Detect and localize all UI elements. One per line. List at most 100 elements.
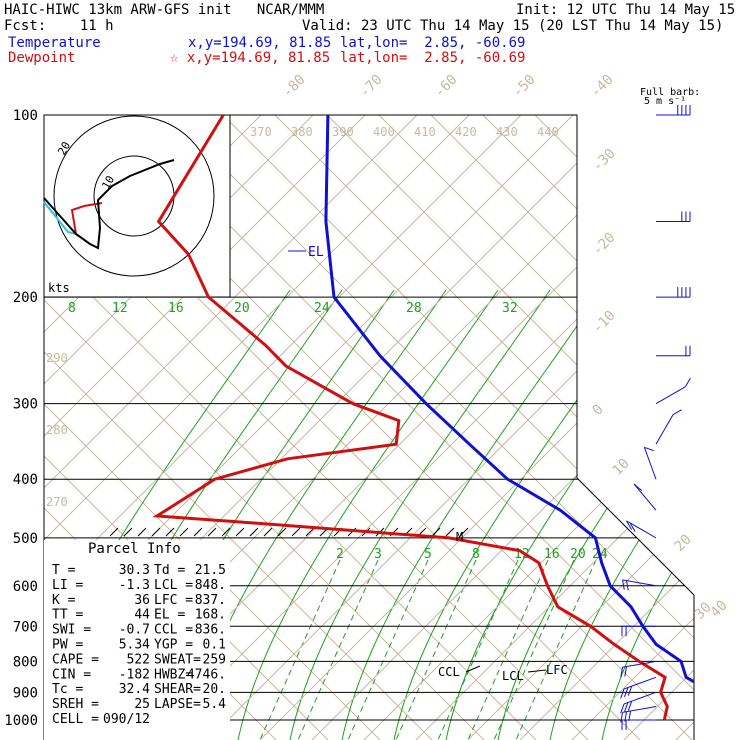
parcel-row-key: CIN = (52, 667, 91, 682)
dewpoint-xy: ☆ x,y=194.69, 81.85 (170, 50, 331, 66)
hatch-mark (207, 527, 217, 537)
dry-adiabat-line (623, 115, 694, 740)
temperature-latlon: lat,lon= 2.85, -60.69 (340, 35, 526, 51)
parcel-info-box (44, 540, 230, 740)
temperature-tick-label: -30 (590, 146, 619, 175)
isotherm-line (44, 115, 537, 740)
temperature-xy: x,y=194.69, 81.85 (188, 35, 332, 51)
isotherm-line (728, 100, 740, 740)
pressure-tick-label: 500 (13, 531, 38, 547)
isotherm-line (675, 115, 694, 740)
wind-barb (620, 660, 657, 678)
isotherm-line (519, 115, 694, 740)
hatch-mark (137, 527, 147, 537)
hatch-mark (291, 527, 301, 537)
lfc-label: LFC (546, 663, 568, 677)
temperature-tick-label: -10 (590, 308, 619, 337)
moist-adiabat-label: 24 (314, 301, 330, 316)
mixing-ratio-label: 8 (472, 547, 480, 562)
isotherm-line (415, 115, 694, 740)
theta-label: 400 (373, 125, 395, 139)
theta-label: 290 (46, 351, 68, 365)
hatch-mark (305, 527, 315, 537)
temperature-profile (324, 115, 694, 722)
pressure-tick-label: 100 (13, 108, 38, 124)
moist-adiabat-line (601, 289, 694, 740)
theta-label: 370 (250, 125, 272, 139)
header-valid: Valid: 23 UTC Thu 14 May 15 (20 LST Thu … (302, 18, 724, 34)
dewpoint-latlon: lat,lon= 2.85, -60.69 (340, 50, 526, 66)
hodograph-ring-outer (53, 115, 215, 277)
isotherm-line (44, 115, 381, 740)
parcel-row-key: SREH = (52, 697, 99, 712)
parcel-row-key: Tc = (52, 682, 83, 697)
parcel-info-title: Parcel Info (88, 541, 181, 557)
hatch-mark (151, 527, 161, 537)
ccl-label: CCL (438, 665, 460, 679)
theta-label: 430 (496, 125, 518, 139)
hodograph-unit-label: kts (48, 281, 70, 295)
isotherm-line (155, 115, 694, 740)
theta-label: 440 (537, 125, 559, 139)
moist-adiabat-label: 32 (502, 301, 518, 316)
temperature-tick-label: -20 (590, 230, 619, 259)
dry-adiabat-line (728, 100, 740, 740)
hodograph-ring-label: 20 (55, 140, 73, 158)
hodograph-trace-mid (70, 202, 103, 235)
pressure-tick-label: 700 (13, 619, 38, 635)
dry-adiabat-line (467, 115, 694, 740)
temperature-tick-label: -40 (588, 72, 617, 101)
moist-adiabat-line (289, 289, 551, 740)
isotherm-line (0, 100, 16, 740)
mixing-ratio-line (395, 559, 477, 740)
theta-label: 410 (414, 125, 436, 139)
mixing-ratio-label: 20 (570, 547, 586, 562)
isotherm-line (44, 115, 485, 740)
parcel-row-key: CCL = (154, 623, 193, 638)
hodograph-trace-low (43, 201, 77, 235)
parcel-row-value: 21.5 (195, 563, 226, 578)
parcel-row-key: EL = (154, 608, 185, 623)
mixing-ratio-line (347, 559, 429, 740)
parcel-row-key: LCL = (154, 578, 193, 593)
mixing-ratio-line (493, 559, 575, 740)
lfc-marker (527, 669, 547, 673)
parcel-row-key: HWBZ= (154, 667, 193, 682)
header-title: HAIC-HIWC 13km ARW-GFS init NCAR/MMM (4, 2, 325, 18)
hatch-mark (165, 527, 175, 537)
parcel-row-value: 5.4 (203, 697, 227, 712)
parcel-row-value: 44 (134, 608, 150, 623)
parcel-row-value: 0.1 (203, 638, 226, 653)
hatch-mark (109, 527, 119, 537)
temperature-tick-label: 40 (708, 598, 731, 621)
wind-barb (656, 211, 691, 223)
wind-barb (622, 579, 657, 591)
lcl-label: LCL (502, 669, 524, 683)
mixing-ratio-line (297, 559, 379, 740)
barb-key-title: Full barb: (640, 87, 700, 98)
parcel-row-value: 090/12 (103, 712, 150, 727)
parcel-row-key: K = (52, 593, 76, 608)
wind-barb (621, 625, 656, 637)
parcel-row-key: T = (52, 563, 76, 578)
parcel-row-key: LAPSE= (154, 697, 201, 712)
parcel-row-key: TT = (52, 608, 83, 623)
parcel-row-value: 25 (134, 697, 150, 712)
el-label: EL (308, 245, 324, 260)
header-forecast: Fcst: 11 h (4, 18, 114, 34)
theta-label: 280 (46, 423, 68, 437)
temperature-tick-label: -80 (280, 72, 309, 101)
theta-label: 390 (332, 125, 354, 139)
wind-barb (621, 719, 656, 730)
parcel-row-key: PW = (52, 638, 83, 653)
isotherm-line (311, 115, 694, 740)
moist-adiabat-line (497, 289, 694, 740)
temperature-tick-label: -60 (432, 72, 461, 101)
moist-adiabat-label: 8 (68, 301, 76, 316)
isotherm-line (363, 115, 694, 740)
dry-adiabat-line (519, 115, 694, 740)
wind-barb (655, 377, 691, 405)
parcel-row-value: 30.3 (119, 563, 150, 578)
dry-adiabat-line (207, 115, 694, 740)
mixing-ratio-label: 2 (336, 547, 344, 562)
